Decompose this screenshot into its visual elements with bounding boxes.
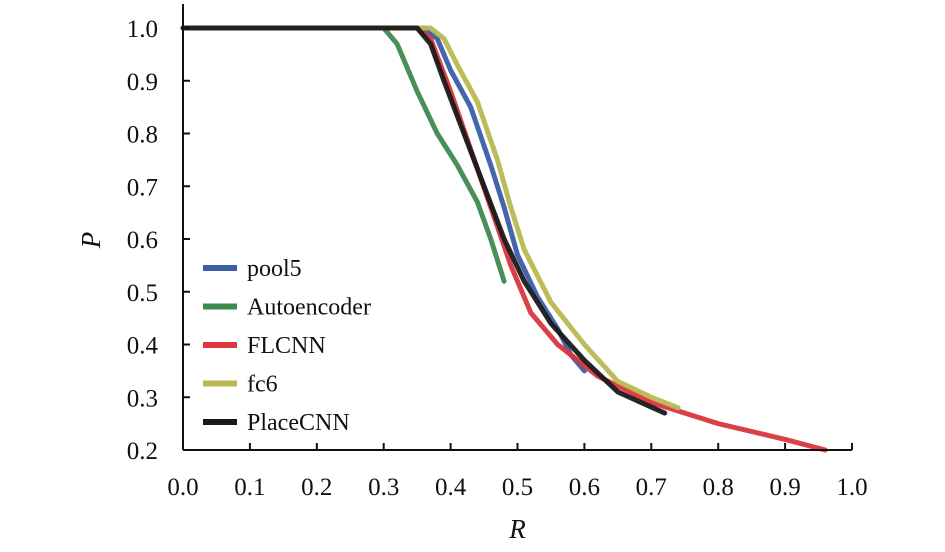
x-tick-label: 0.4: [435, 474, 467, 501]
series-line-placecnn: [180, 25, 668, 416]
legend-label-fc6: fc6: [247, 372, 278, 398]
x-tick-label: 0.8: [703, 474, 734, 501]
legend: pool5 Autoencoder FLCNN fc6 PlaceCNN: [203, 256, 371, 436]
legend-label-autoencoder: Autoencoder: [247, 295, 371, 321]
x-tick-label: 0.5: [502, 474, 533, 501]
series-line-fc6: [180, 25, 681, 411]
y-tick-label: 1.0: [127, 16, 158, 43]
y-tick-label: 0.8: [127, 122, 158, 149]
x-tick-label: 0.1: [234, 474, 265, 501]
x-tick-label: 0.0: [167, 474, 198, 501]
legend-label-placecnn: PlaceCNN: [247, 410, 350, 436]
y-tick-label: 0.4: [127, 333, 159, 360]
x-tick-label: 1.0: [836, 474, 867, 501]
series-line-autoencoder: [180, 25, 507, 284]
y-tick-label: 0.9: [127, 69, 158, 96]
y-tick-label: 0.2: [127, 438, 158, 465]
legend-label-pool5: pool5: [247, 256, 302, 282]
y-tick-label: 0.5: [127, 280, 158, 307]
legend-label-flcnn: FLCNN: [247, 333, 326, 359]
ticks: 0.0 0.1 0.2 0.3 0.4 0.5 0.6 0.7 0.8 0.9 1.0 0.2 0.3 0…: [127, 16, 868, 501]
y-tick-label: 0.7: [127, 174, 158, 201]
x-tick-label: 0.3: [368, 474, 399, 501]
x-tick-label: 0.9: [769, 474, 800, 501]
series-line-pool5: [180, 25, 587, 374]
x-axis-title: R: [508, 514, 526, 544]
x-tick-label: 0.2: [301, 474, 332, 501]
y-tick-label: 0.3: [127, 385, 158, 412]
y-tick-label: 0.6: [127, 227, 158, 254]
y-axis-title: P: [76, 232, 106, 250]
x-tick-label: 0.6: [569, 474, 600, 501]
x-tick-label: 0.7: [636, 474, 667, 501]
series-layer: [180, 25, 828, 453]
